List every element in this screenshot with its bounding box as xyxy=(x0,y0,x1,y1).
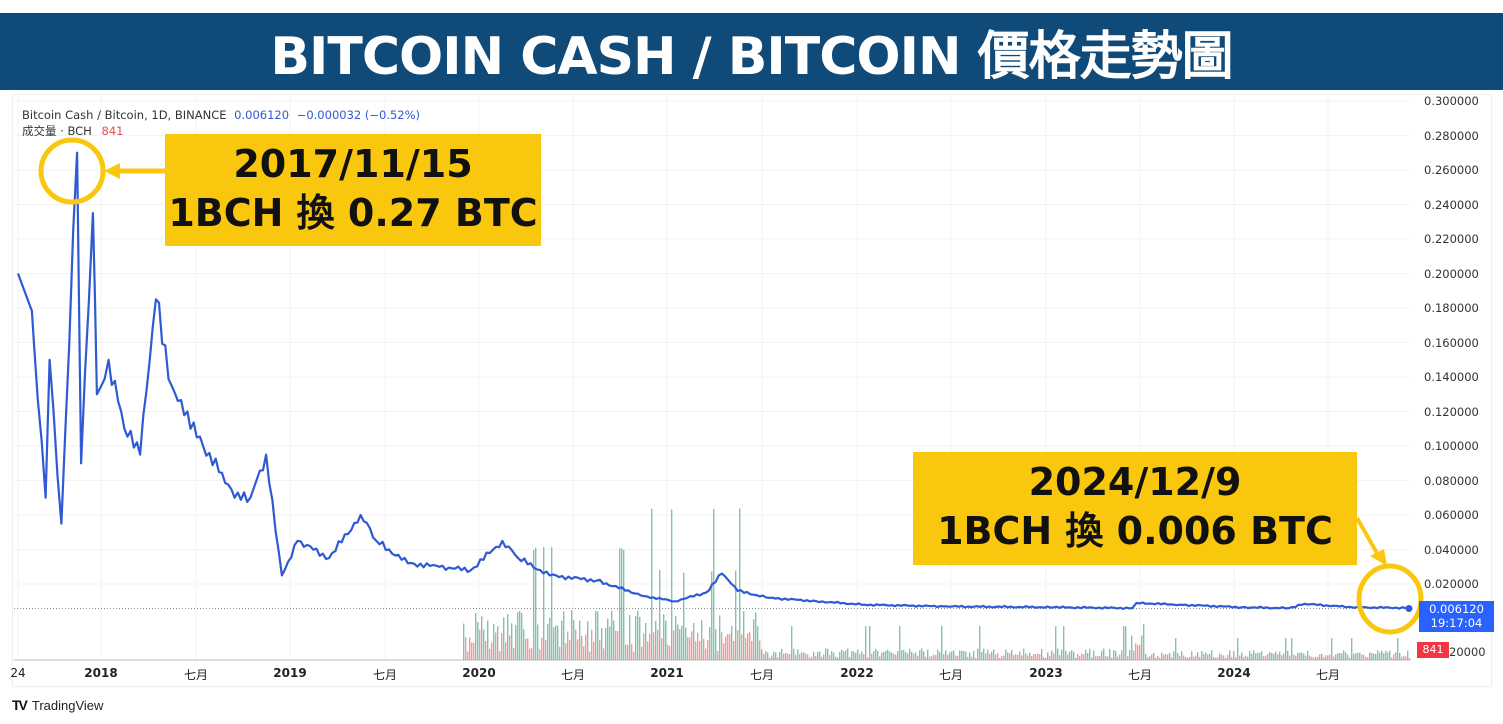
time-axis-tick: 2021 xyxy=(650,666,684,680)
current-arrow-head xyxy=(1370,549,1387,566)
time-axis-tick: 24 xyxy=(10,666,26,680)
current-highlight-circle xyxy=(1356,563,1424,635)
time-axis-tick: 2020 xyxy=(462,666,496,680)
time-axis-tick: 2022 xyxy=(840,666,874,680)
price-axis-tick: 0.220000 xyxy=(1424,232,1479,246)
volume-value: 841 xyxy=(101,124,124,138)
badge-countdown: 19:17:04 xyxy=(1430,616,1483,630)
volume-axis-label: 20000 xyxy=(1449,645,1486,659)
time-axis-tick: 2019 xyxy=(273,666,307,680)
volume-label: 成交量 · BCH xyxy=(22,124,92,138)
tradingview-icon: TV xyxy=(12,697,28,713)
peak-arrow-head xyxy=(104,163,120,179)
price-axis-tick: 0.260000 xyxy=(1424,163,1479,177)
peak-text: 1BCH 換 0.27 BTC xyxy=(168,191,538,235)
price-axis-tick: 0.280000 xyxy=(1424,128,1479,143)
time-axis-tick: 七月 xyxy=(1315,668,1341,682)
time-axis-tick: 七月 xyxy=(372,668,398,682)
badge-price: 0.006120 xyxy=(1429,602,1484,616)
price-axis-tick: 0.040000 xyxy=(1424,542,1479,557)
symbol-label: Bitcoin Cash / Bitcoin, 1D, BINANCE xyxy=(22,108,227,122)
peak-callout: 2017/11/15 1BCH 換 0.27 BTC xyxy=(165,134,541,246)
price-axis-tick: 0.020000 xyxy=(1424,577,1479,591)
price-line xyxy=(16,151,1413,611)
current-callout: 2024/12/9 1BCH 換 0.006 BTC xyxy=(913,452,1357,565)
time-axis-tick: 七月 xyxy=(938,668,964,682)
time-axis-tick: 2023 xyxy=(1029,666,1063,680)
current-text: 1BCH 換 0.006 BTC xyxy=(937,509,1333,553)
page-title: BITCOIN CASH / BITCOIN 價格走勢圖 xyxy=(270,27,1233,87)
price-axis-tick: 0.080000 xyxy=(1424,473,1479,488)
title-banner: BITCOIN CASH / BITCOIN 價格走勢圖 xyxy=(0,13,1503,90)
price-axis-tick: 0.140000 xyxy=(1424,370,1479,384)
time-axis-tick: 七月 xyxy=(749,668,775,682)
price-axis-tick: 0.300000 xyxy=(1424,94,1479,108)
price-axis-tick: 0.160000 xyxy=(1424,335,1479,350)
current-date: 2024/12/9 xyxy=(1028,460,1242,504)
price-axis-tick: 0.240000 xyxy=(1424,197,1479,212)
time-axis-tick: 七月 xyxy=(183,668,209,682)
price-change: −0.000032 (−0.52%) xyxy=(296,108,421,122)
time-axis-tick: 七月 xyxy=(560,668,586,682)
price-axis-tick: 0.180000 xyxy=(1424,301,1479,315)
time-axis-tick: 2018 xyxy=(84,666,118,680)
tradingview-logo[interactable]: TV TradingView xyxy=(12,697,103,713)
volume-badge: 841 xyxy=(1417,642,1449,658)
volume-bars xyxy=(463,508,1411,660)
last-price-value: 0.006120 xyxy=(234,108,290,122)
last-price-dot xyxy=(1405,605,1413,612)
time-axis-tick: 七月 xyxy=(1127,668,1153,682)
brand-label: TradingView xyxy=(31,697,104,713)
peak-date: 2017/11/15 xyxy=(233,142,473,186)
price-axis-tick: 0.200000 xyxy=(1424,266,1479,281)
current-price-badge: 0.006120 19:17:04 xyxy=(1419,601,1494,632)
price-axis-tick: 0.100000 xyxy=(1424,439,1479,453)
time-axis-tick: 2024 xyxy=(1217,666,1251,680)
price-axis-tick: 0.060000 xyxy=(1424,508,1479,522)
current-arrow-line xyxy=(1355,517,1380,556)
price-axis-tick: 0.120000 xyxy=(1424,404,1479,419)
chart-legend: Bitcoin Cash / Bitcoin, 1D, BINANCE 0.00… xyxy=(22,107,420,139)
peak-highlight-circle xyxy=(38,137,106,205)
